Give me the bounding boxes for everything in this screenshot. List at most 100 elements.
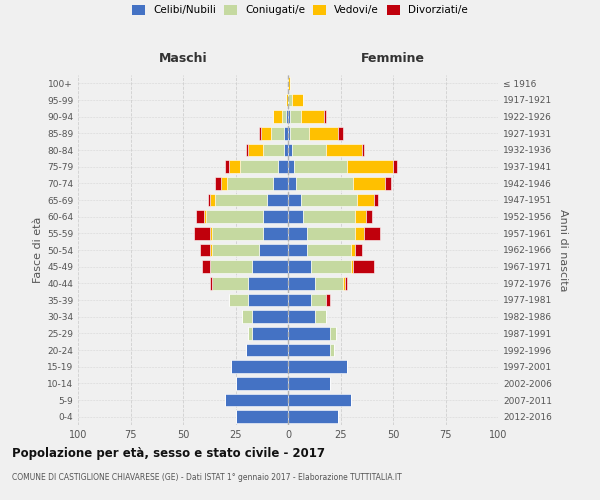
Bar (330, 327, 337, 340)
Bar (347, 160, 393, 173)
Bar (307, 227, 355, 239)
Bar (246, 144, 248, 156)
Bar (215, 177, 221, 190)
Bar (200, 244, 210, 256)
Bar (374, 194, 379, 206)
Bar (206, 210, 263, 223)
Bar (326, 294, 330, 306)
Bar (353, 260, 374, 273)
Y-axis label: Anni di nascita: Anni di nascita (557, 208, 568, 291)
Bar (351, 260, 353, 273)
Bar (288, 360, 347, 373)
Bar (324, 110, 326, 123)
Bar (364, 227, 380, 239)
Bar (311, 260, 351, 273)
Bar (316, 310, 326, 323)
Bar (248, 294, 288, 306)
Bar (225, 160, 229, 173)
Bar (263, 210, 288, 223)
Bar (242, 310, 252, 323)
Bar (235, 377, 288, 390)
Bar (212, 277, 248, 289)
Bar (288, 410, 338, 423)
Bar (288, 344, 330, 356)
Bar (288, 294, 311, 306)
Bar (248, 144, 263, 156)
Text: Maschi: Maschi (158, 52, 208, 65)
Bar (211, 194, 215, 206)
Bar (215, 194, 267, 206)
Bar (303, 210, 355, 223)
Bar (288, 210, 303, 223)
Bar (240, 160, 277, 173)
Bar (358, 194, 374, 206)
Bar (259, 244, 288, 256)
Bar (274, 177, 288, 190)
Bar (271, 127, 284, 140)
Bar (385, 177, 391, 190)
Bar (326, 144, 361, 156)
Bar (252, 260, 288, 273)
Bar (351, 244, 355, 256)
Bar (290, 127, 309, 140)
Bar (208, 194, 210, 206)
Bar (212, 227, 263, 239)
Bar (252, 310, 288, 323)
Bar (307, 244, 351, 256)
Bar (288, 110, 290, 123)
Bar (288, 127, 290, 140)
Bar (338, 127, 343, 140)
Bar (284, 127, 288, 140)
Bar (252, 327, 288, 340)
Bar (292, 94, 303, 106)
Bar (267, 194, 288, 206)
Bar (221, 177, 227, 190)
Bar (288, 144, 292, 156)
Bar (227, 177, 274, 190)
Bar (229, 160, 240, 173)
Bar (343, 277, 345, 289)
Bar (295, 160, 347, 173)
Bar (345, 277, 347, 289)
Text: COMUNE DI CASTIGLIONE CHIAVARESE (GE) - Dati ISTAT 1° gennaio 2017 - Elaborazion: COMUNE DI CASTIGLIONE CHIAVARESE (GE) - … (12, 472, 402, 482)
Bar (288, 94, 292, 106)
Bar (288, 394, 351, 406)
Bar (288, 277, 316, 289)
Bar (210, 244, 212, 256)
Bar (288, 327, 330, 340)
Bar (316, 277, 343, 289)
Bar (286, 94, 288, 106)
Bar (259, 127, 260, 140)
Bar (263, 144, 284, 156)
Bar (286, 110, 288, 123)
Bar (246, 344, 288, 356)
Bar (232, 360, 288, 373)
Bar (288, 177, 296, 190)
Legend: Celibi/Nubili, Coniugati/e, Vedovi/e, Divorziati/e: Celibi/Nubili, Coniugati/e, Vedovi/e, Di… (128, 1, 472, 20)
Bar (393, 160, 397, 173)
Text: Femmine: Femmine (361, 52, 425, 65)
Bar (288, 77, 290, 90)
Bar (288, 244, 307, 256)
Bar (210, 277, 212, 289)
Bar (361, 144, 364, 156)
Bar (288, 227, 307, 239)
Bar (288, 260, 311, 273)
Bar (260, 127, 271, 140)
Bar (248, 327, 252, 340)
Bar (288, 377, 330, 390)
Bar (290, 110, 301, 123)
Bar (284, 144, 288, 156)
Bar (296, 177, 353, 190)
Bar (196, 210, 204, 223)
Bar (288, 310, 316, 323)
Bar (309, 127, 338, 140)
Bar (225, 394, 288, 406)
Bar (212, 244, 259, 256)
Bar (193, 227, 210, 239)
Bar (292, 144, 326, 156)
Text: Popolazione per età, sesso e stato civile - 2017: Popolazione per età, sesso e stato civil… (12, 448, 325, 460)
Bar (204, 210, 206, 223)
Bar (274, 110, 282, 123)
Bar (288, 194, 301, 206)
